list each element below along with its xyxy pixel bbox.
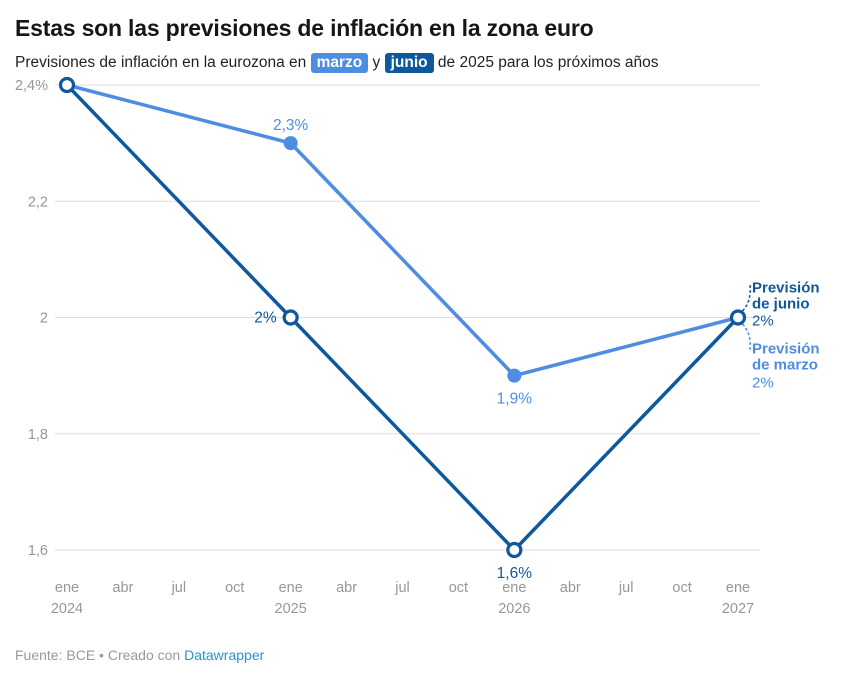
point-marker-open[interactable] xyxy=(282,309,299,327)
x-axis-label: ene xyxy=(55,580,79,596)
x-axis-label: jul xyxy=(394,580,410,596)
point-label: 1,6% xyxy=(497,565,533,582)
annotation-name-line2: de marzo xyxy=(752,357,818,374)
x-axis-label: oct xyxy=(672,580,691,596)
datawrapper-link[interactable]: Datawrapper xyxy=(184,647,265,664)
point-label: 2,3% xyxy=(273,118,309,135)
annotation-name-line1: Previsión xyxy=(752,280,820,297)
x-axis-label: abr xyxy=(560,580,581,596)
chart-card: Estas son las previsiones de inflación e… xyxy=(0,14,853,663)
x-axis-year-label: 2024 xyxy=(51,601,83,617)
x-axis-label: abr xyxy=(336,580,357,596)
subtitle-text-prefix: Previsiones de inflación en la eurozona … xyxy=(15,53,311,71)
point-marker-filled[interactable] xyxy=(507,369,522,384)
annotation-leader-line xyxy=(742,324,752,352)
line-chart: 2,4% 2,2 2 1,8 1,6 ene 2024 abr jul oct ene 2025 abr… xyxy=(0,73,853,633)
x-axis-year-label: 2027 xyxy=(722,601,754,617)
marzo-highlight-badge: marzo xyxy=(310,52,369,73)
chart-subtitle: Previsiones de inflación en la eurozona … xyxy=(15,52,838,74)
chart-svg: 2,4% 2,2 2 1,8 1,6 ene 2024 abr jul oct ene 2025 abr… xyxy=(15,77,820,617)
x-axis-label: ene xyxy=(279,580,303,596)
series-line-marzo[interactable] xyxy=(65,83,740,378)
source-text: Fuente: BCE • Creado con xyxy=(15,647,185,664)
point-marker-open[interactable] xyxy=(729,309,747,327)
annotation-leader-line xyxy=(742,284,752,312)
y-axis-label: 2 xyxy=(40,311,48,327)
point-marker-open[interactable] xyxy=(506,542,523,559)
annotation-value: 2% xyxy=(752,313,774,330)
x-axis-label: abr xyxy=(112,580,133,596)
x-axis-label: oct xyxy=(225,580,244,596)
y-axis-label: 2,2 xyxy=(28,195,48,211)
x-axis-label: ene xyxy=(502,580,526,596)
x-axis-label: jul xyxy=(171,580,187,596)
y-axis-label: 1,8 xyxy=(28,427,48,443)
gridlines xyxy=(55,84,760,551)
x-axis-label: oct xyxy=(449,580,468,596)
point-marker-filled[interactable] xyxy=(283,136,298,151)
subtitle-text-mid: y xyxy=(368,53,385,71)
annotation-name-line1: Previsión xyxy=(752,341,820,358)
junio-highlight-badge: junio xyxy=(384,52,434,73)
page-title: Estas son las previsiones de inflación e… xyxy=(15,15,594,41)
x-axis-label: jul xyxy=(618,580,634,596)
x-axis-year-label: 2025 xyxy=(275,601,307,617)
chart-footer: Fuente: BCE • Creado con Datawrapper xyxy=(15,647,838,663)
x-axis-year-label: 2026 xyxy=(498,601,530,617)
y-axis-label: 1,6 xyxy=(28,543,48,559)
series-line-junio[interactable] xyxy=(65,83,740,553)
point-label: 2% xyxy=(254,310,277,327)
annotation-value: 2% xyxy=(752,375,774,392)
subtitle-text-suffix: de 2025 para los próximos años xyxy=(433,53,659,71)
annotation-name-line2: de junio xyxy=(752,296,810,313)
point-marker-open[interactable] xyxy=(58,77,76,94)
point-label: 1,9% xyxy=(497,391,533,408)
y-axis-label: 2,4% xyxy=(15,78,48,94)
x-axis-label: ene xyxy=(726,580,750,596)
